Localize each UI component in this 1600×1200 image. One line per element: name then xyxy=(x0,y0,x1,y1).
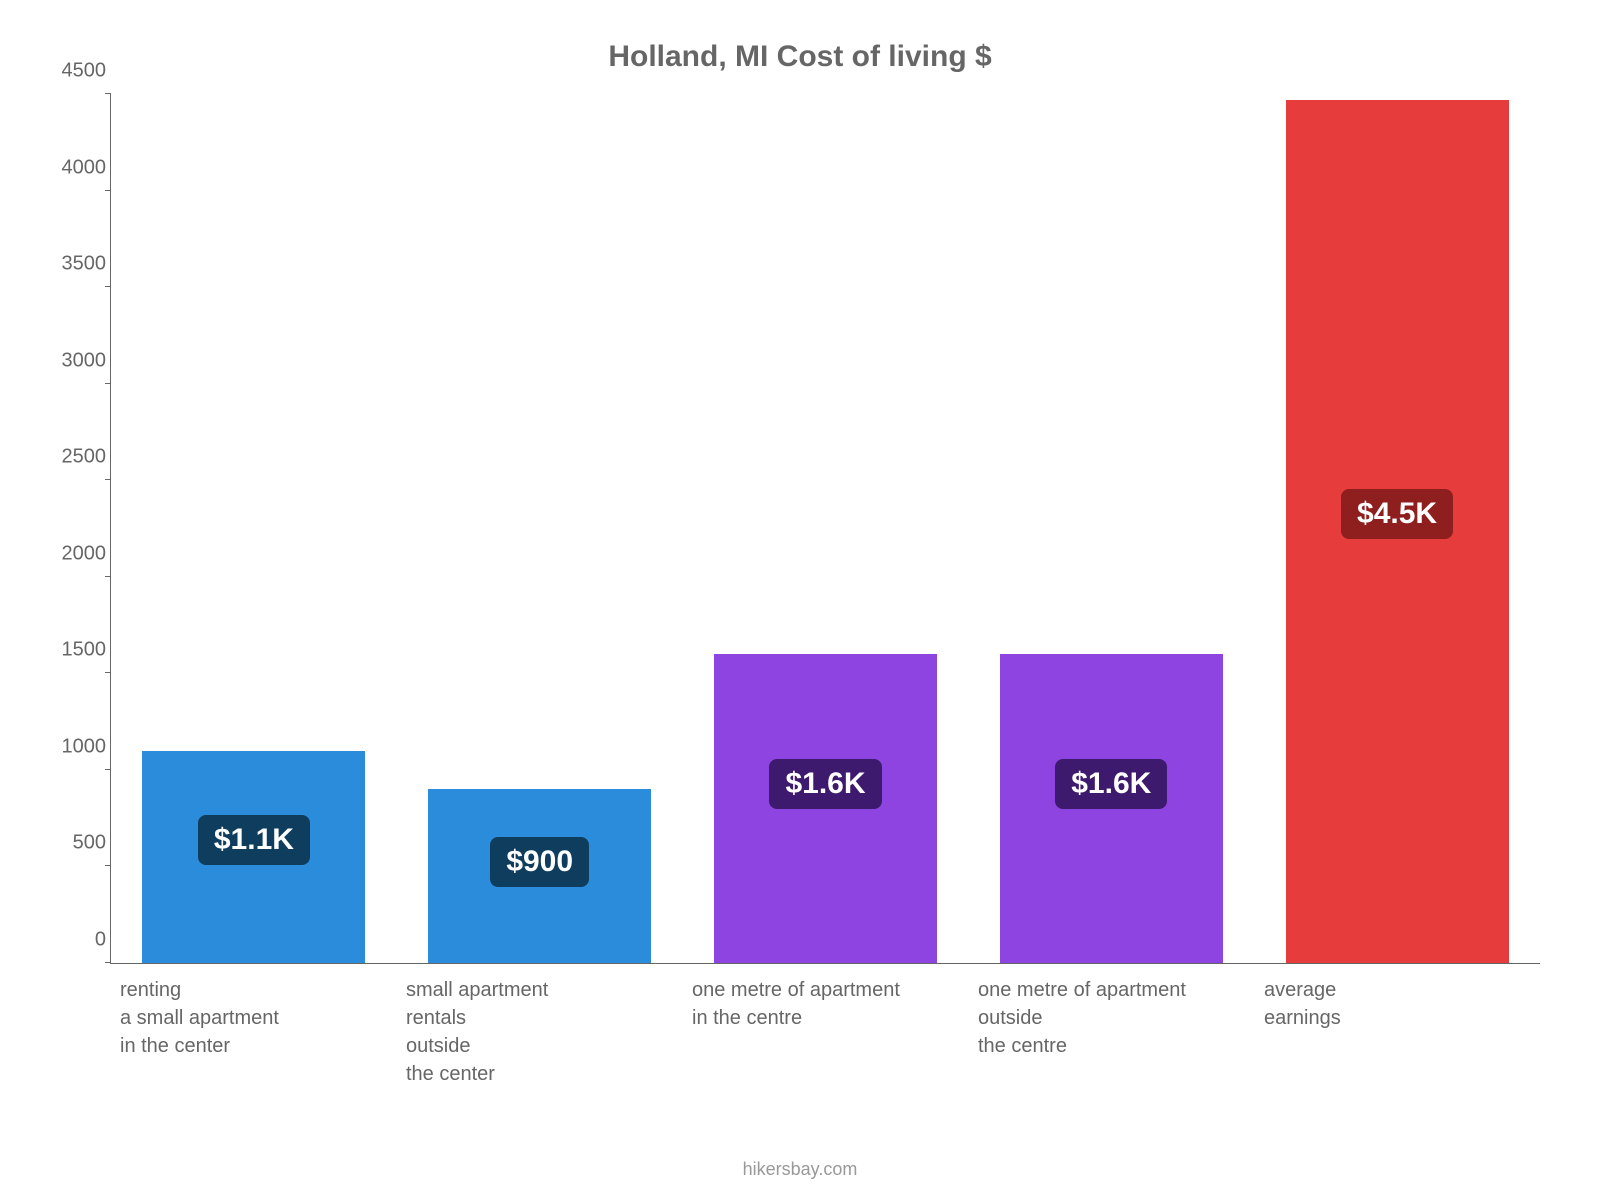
y-tick-mark xyxy=(105,962,111,963)
bar-value-label: $1.1K xyxy=(198,815,310,865)
x-tick-label: average earnings xyxy=(1254,976,1540,1088)
y-tick-mark xyxy=(105,865,111,866)
y-tick-label: 500 xyxy=(51,832,106,855)
x-tick-label: renting a small apartment in the center xyxy=(110,976,396,1088)
bar: $1.6K xyxy=(1000,654,1223,963)
y-tick-mark xyxy=(105,383,111,384)
bar-slot: $4.5K xyxy=(1254,94,1540,963)
y-tick-mark xyxy=(105,672,111,673)
bar-value-label: $1.6K xyxy=(769,759,881,809)
y-tick-mark xyxy=(105,479,111,480)
y-tick-mark xyxy=(105,190,111,191)
y-tick-label: 1500 xyxy=(51,639,106,662)
bar: $1.6K xyxy=(714,654,937,963)
attribution-text: hikersbay.com xyxy=(0,1159,1600,1180)
y-tick-mark xyxy=(105,286,111,287)
y-tick-label: 3000 xyxy=(51,349,106,372)
bar-value-label: $4.5K xyxy=(1341,489,1453,539)
chart-title: Holland, MI Cost of living $ xyxy=(60,40,1540,74)
y-tick-label: 2500 xyxy=(51,446,106,469)
chart-container: Holland, MI Cost of living $ $1.1K$900$1… xyxy=(0,0,1600,1200)
y-tick-label: 0 xyxy=(51,929,106,952)
plot-area: $1.1K$900$1.6K$1.6K$4.5K 050010001500200… xyxy=(110,94,1540,964)
bar-slot: $1.1K xyxy=(111,94,397,963)
y-tick-label: 4500 xyxy=(51,60,106,83)
bar-value-label: $900 xyxy=(490,837,589,887)
bar: $900 xyxy=(428,789,651,963)
x-axis-labels: renting a small apartment in the centers… xyxy=(110,976,1540,1088)
bar-slot: $1.6K xyxy=(683,94,969,963)
y-tick-label: 4000 xyxy=(51,156,106,179)
bars-row: $1.1K $900 $1.6K $1.6K $4.5K xyxy=(111,94,1540,963)
x-tick-label: small apartment rentals outside the cent… xyxy=(396,976,682,1088)
bar-slot: $900 xyxy=(397,94,683,963)
bar-value-label: $1.6K xyxy=(1055,759,1167,809)
y-tick-mark xyxy=(105,576,111,577)
x-tick-label: one metre of apartment in the centre xyxy=(682,976,968,1088)
y-tick-label: 2000 xyxy=(51,542,106,565)
x-tick-label: one metre of apartment outside the centr… xyxy=(968,976,1254,1088)
bar: $1.1K xyxy=(142,751,365,963)
y-tick-label: 3500 xyxy=(51,253,106,276)
y-tick-label: 1000 xyxy=(51,735,106,758)
bar-slot: $1.6K xyxy=(968,94,1254,963)
y-tick-mark xyxy=(105,93,111,94)
y-tick-mark xyxy=(105,769,111,770)
bar: $4.5K xyxy=(1286,100,1509,963)
